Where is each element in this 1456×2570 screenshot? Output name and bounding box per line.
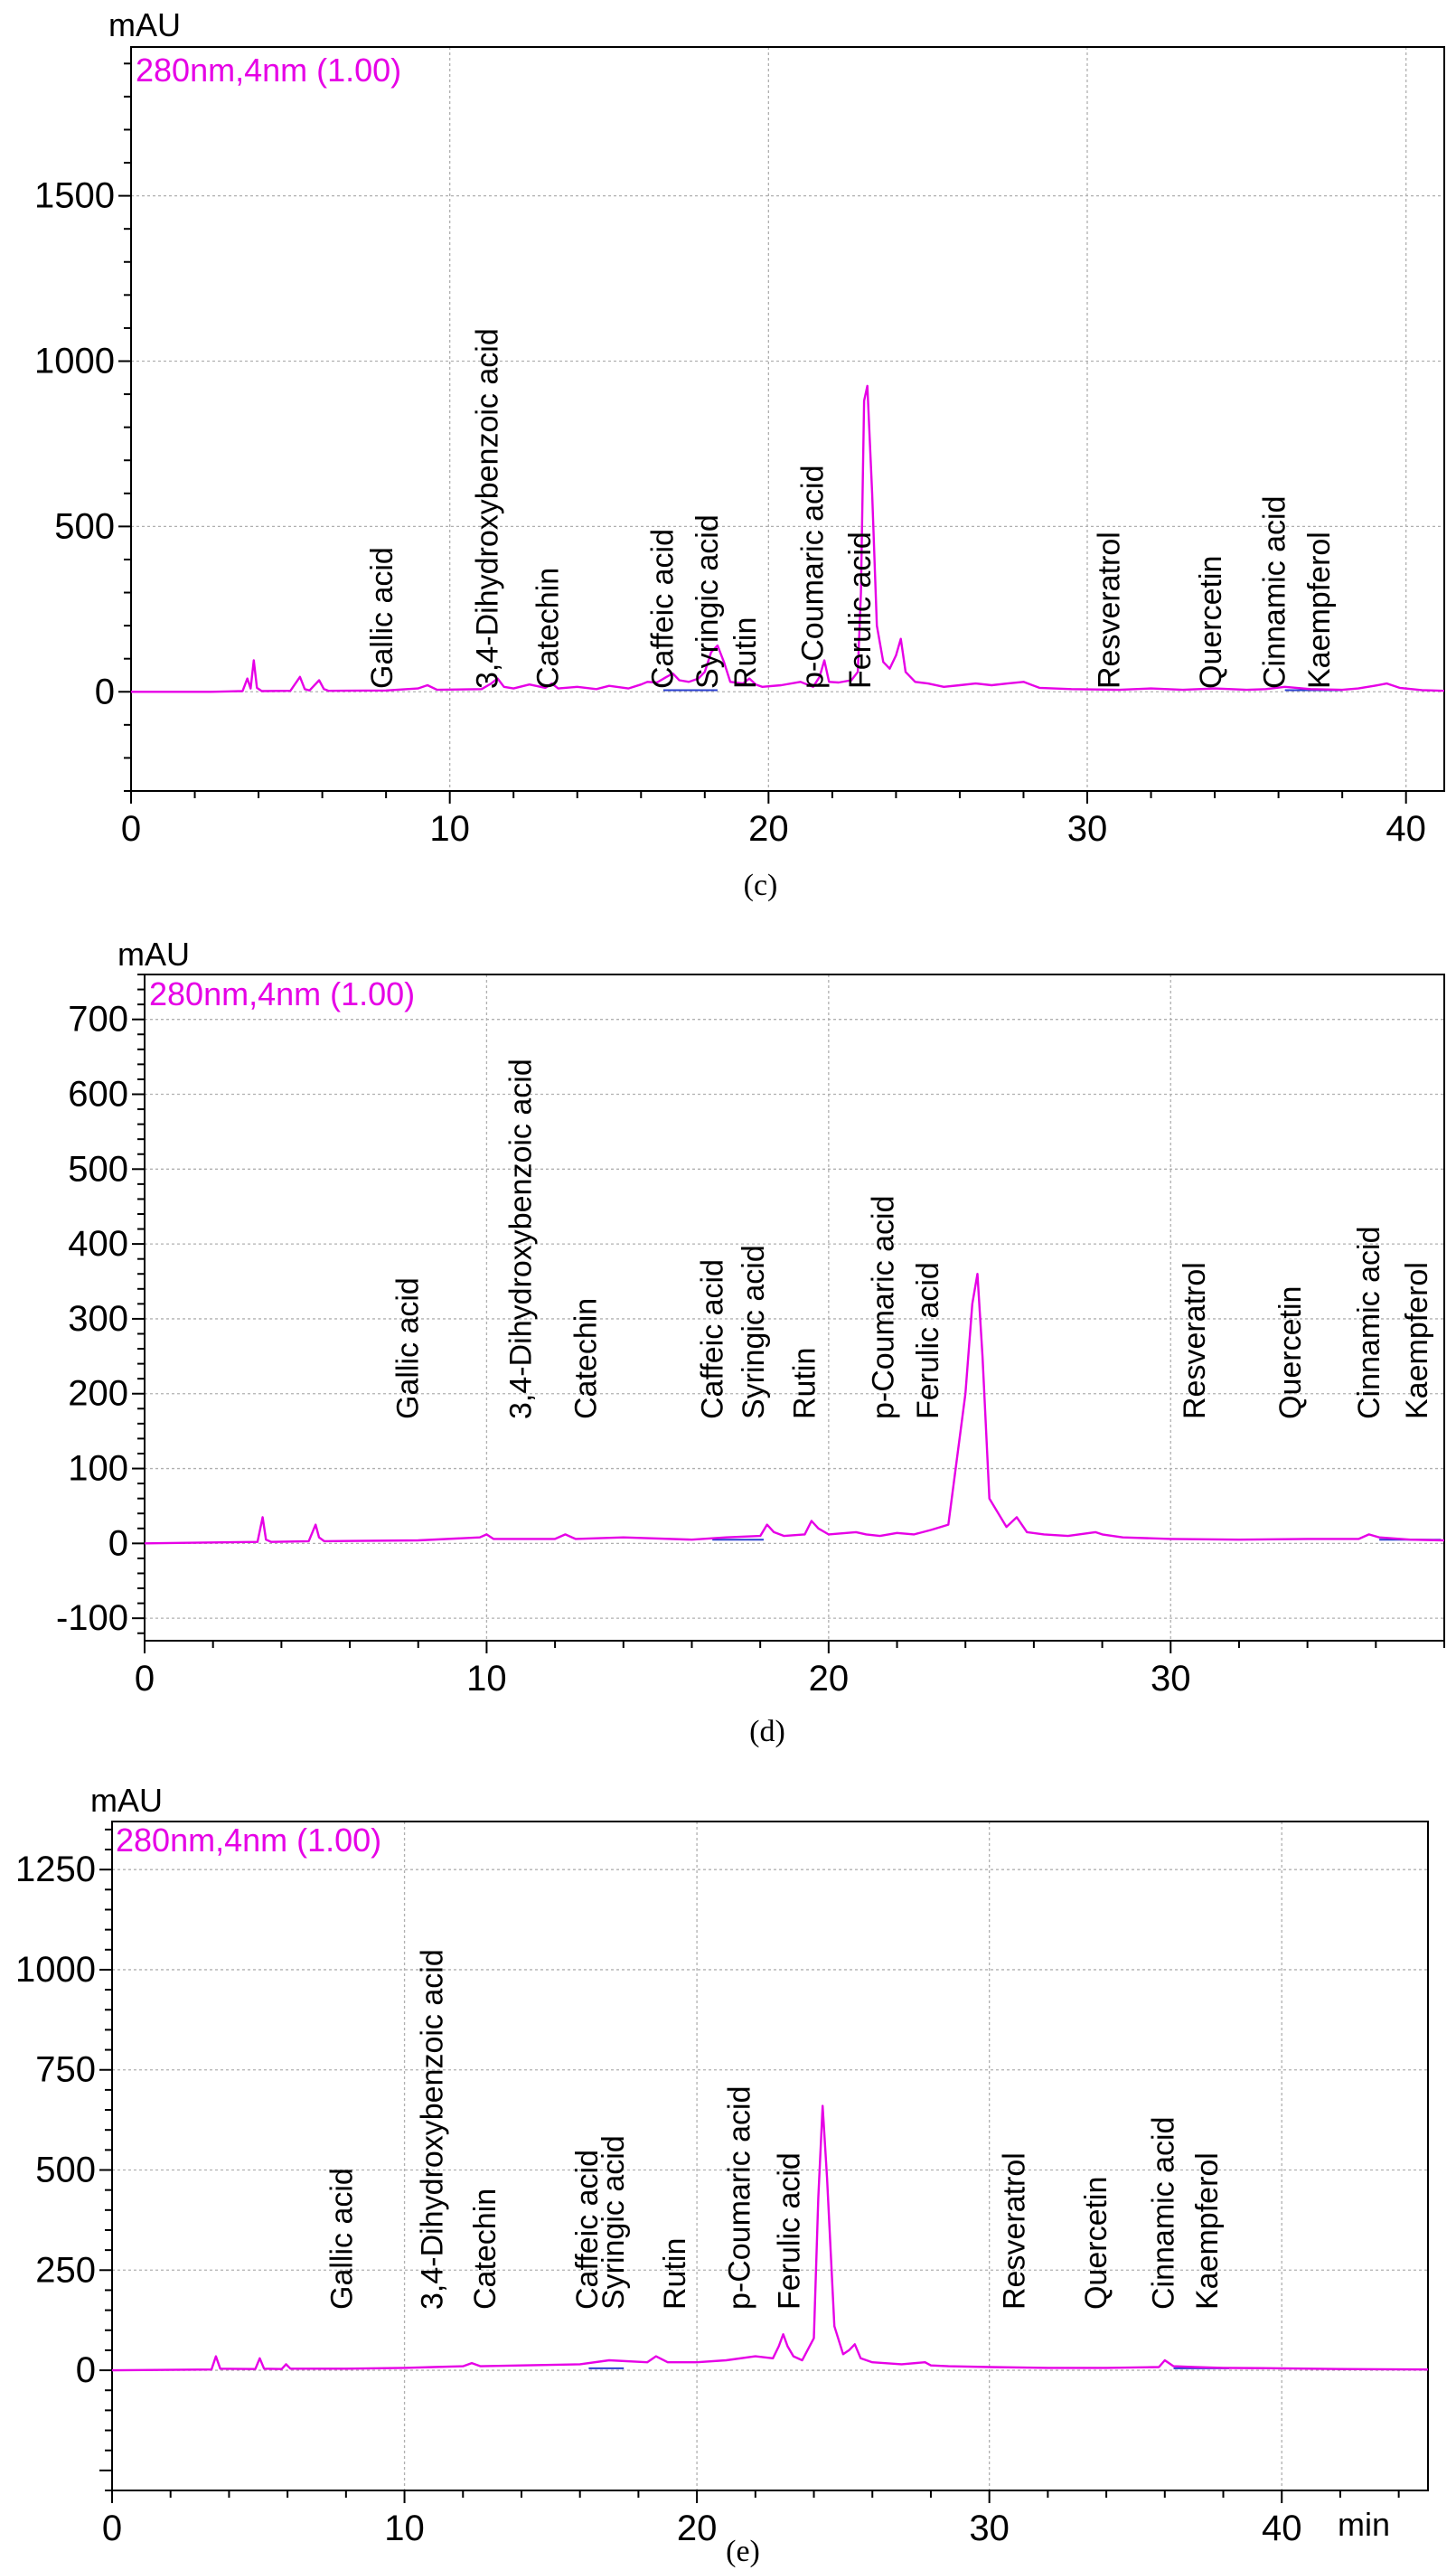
y-tick-label: 300 (68, 1299, 128, 1339)
peak-label: p-Coumaric acid (795, 465, 830, 689)
x-tick-label: 20 (809, 1659, 850, 1699)
peak-label: Kaempferol (1190, 2152, 1225, 2310)
y-tick-label: 1500 (34, 176, 115, 216)
y-axis-unit-label: mAU (108, 6, 181, 43)
peak-label: p-Coumaric acid (867, 1195, 901, 1419)
peak-label: Ferulic acid (911, 1262, 945, 1419)
peak-label: Syringic acid (737, 1245, 771, 1419)
x-tick-label: 10 (384, 2509, 425, 2548)
y-tick-label: 700 (68, 1000, 128, 1040)
channel-legend: 280nm,4nm (1.00) (116, 1822, 381, 1859)
x-tick-label: 30 (1067, 809, 1108, 849)
channel-legend: 280nm,4nm (1.00) (149, 975, 415, 1012)
peak-label: 3,4-Dihydroxybenzoic acid (471, 328, 505, 689)
x-tick-label: 0 (121, 809, 141, 849)
x-tick-label: 0 (102, 2509, 122, 2548)
y-tick-label: 200 (68, 1374, 128, 1414)
peak-label: Catechin (468, 2189, 503, 2310)
peak-label: Quercetin (1194, 556, 1228, 689)
y-tick-label: -100 (56, 1598, 128, 1638)
peak-label: Cinnamic acid (1147, 2116, 1181, 2310)
y-axis-unit-label: mAU (90, 1782, 163, 1819)
peak-label: Caffeic acid (570, 2150, 605, 2310)
y-tick-label: 1250 (15, 1850, 96, 1889)
peak-label: Caffeic acid (696, 1259, 730, 1419)
y-tick-label: 500 (54, 506, 115, 546)
peak-label: Rutin (728, 617, 763, 689)
channel-legend: 280nm,4nm (1.00) (136, 52, 401, 89)
peak-label: Caffeic acid (646, 529, 681, 689)
y-axis-unit-label: mAU (117, 936, 190, 973)
peak-label: Gallic acid (391, 1277, 426, 1419)
y-tick-label: 400 (68, 1224, 128, 1264)
y-tick-label: 250 (35, 2250, 96, 2290)
x-tick-label: 40 (1386, 809, 1426, 849)
peak-label: 3,4-Dihydroxybenzoic acid (416, 1949, 450, 2310)
peak-label: Syringic acid (596, 2135, 631, 2310)
peak-label: Quercetin (1079, 2177, 1113, 2310)
peak-label: Quercetin (1273, 1286, 1308, 1419)
peak-label: Resveratrol (1178, 1262, 1212, 1419)
y-tick-label: 500 (68, 1149, 128, 1189)
y-tick-label: 750 (35, 2050, 96, 2090)
x-tick-label: 10 (429, 809, 470, 849)
peak-label: Kaempferol (1400, 1262, 1434, 1419)
y-tick-label: 0 (76, 2350, 96, 2390)
y-tick-label: 0 (108, 1523, 128, 1563)
peak-label: Rutin (658, 2238, 692, 2310)
peak-label: 3,4-Dihydroxybenzoic acid (504, 1059, 539, 1419)
peak-label: Catechin (569, 1298, 604, 1419)
peak-label: Gallic acid (365, 547, 399, 689)
chromatogram-trace (111, 2104, 1429, 2372)
x-axis-unit-label: min (1338, 2506, 1390, 2543)
x-tick-label: 40 (1262, 2509, 1302, 2548)
y-tick-label: 500 (35, 2151, 96, 2190)
chromatogram-trace (131, 384, 1445, 693)
y-tick-label: 600 (68, 1074, 128, 1114)
peak-label: Resveratrol (997, 2152, 1031, 2310)
peak-label: Rutin (788, 1348, 822, 1419)
x-tick-label: 0 (135, 1659, 155, 1699)
peak-label: Ferulic acid (843, 532, 878, 689)
y-tick-label: 1000 (34, 341, 115, 381)
x-tick-label: 30 (969, 2509, 1010, 2548)
peak-label: Kaempferol (1302, 532, 1337, 689)
y-tick-label: 100 (68, 1449, 128, 1489)
plot-frame (130, 46, 1445, 792)
panel-caption: (c) (744, 869, 778, 902)
peak-label: Gallic acid (324, 2168, 359, 2310)
y-tick-label: 1000 (15, 1950, 96, 1990)
peak-label: Catechin (531, 568, 566, 689)
peak-label: Resveratrol (1092, 532, 1126, 689)
x-tick-label: 10 (466, 1659, 507, 1699)
peak-label: p-Coumaric acid (722, 2085, 756, 2310)
peak-label: Cinnamic acid (1258, 495, 1292, 689)
chromatogram-trace (144, 1272, 1445, 1545)
x-tick-label: 20 (748, 809, 789, 849)
x-tick-label: 20 (677, 2509, 718, 2548)
chart-panel-e: 0 250 500 750 1000 1250 0 10 20 30 40 mAU min 280nm,4… (15, 1782, 1429, 2568)
x-tick-label: 30 (1151, 1659, 1191, 1699)
peak-label: Cinnamic acid (1352, 1226, 1386, 1419)
plot-frame (111, 1821, 1429, 2491)
peak-label: Ferulic acid (772, 2152, 806, 2310)
panel-caption: (d) (749, 1715, 785, 1748)
panel-caption: (e) (726, 2535, 760, 2568)
chart-panel-c: 0 500 1000 1500 0 10 20 30 40 mAU 280nm,4nm (1.00)… (34, 6, 1445, 902)
y-tick-label: 0 (95, 672, 115, 711)
plot-frame (144, 974, 1445, 1642)
peak-label: Syringic acid (690, 514, 725, 689)
